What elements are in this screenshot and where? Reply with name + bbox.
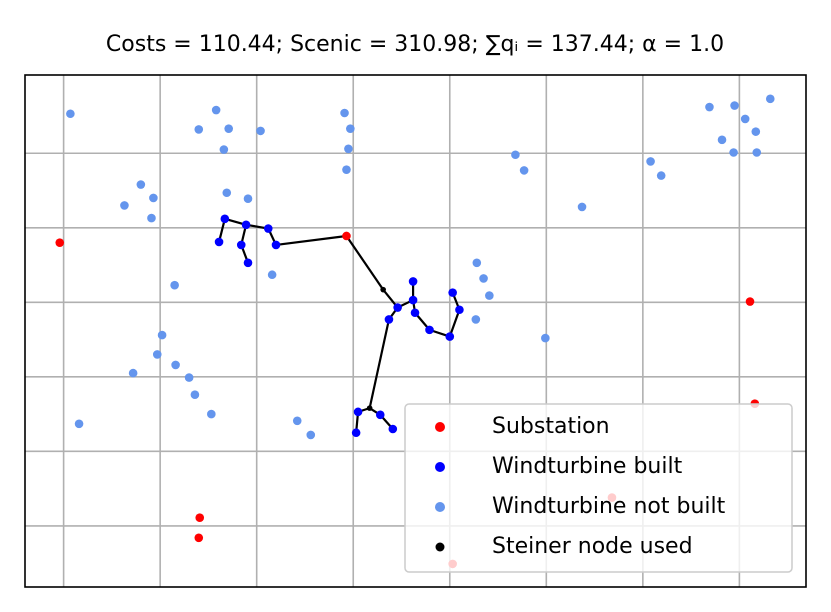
point — [729, 148, 738, 157]
point — [380, 286, 386, 293]
point — [751, 127, 761, 136]
point — [170, 280, 179, 290]
legend-label: Steiner node used — [492, 534, 693, 559]
point — [128, 368, 138, 378]
point — [479, 274, 488, 283]
point — [222, 188, 232, 198]
point — [656, 171, 666, 180]
legend-marker — [435, 462, 445, 472]
point — [236, 240, 246, 250]
point — [171, 360, 180, 370]
legend-label: Windturbine built — [492, 454, 683, 479]
point — [195, 513, 205, 522]
point — [194, 533, 204, 543]
point — [745, 297, 755, 306]
point — [353, 407, 363, 417]
point — [393, 303, 402, 312]
point — [157, 330, 167, 340]
point — [340, 108, 349, 118]
point — [408, 295, 418, 305]
edge — [368, 319, 391, 409]
chart-title: Costs = 110.44; Scenic = 310.98; ∑qᵢ = 1… — [106, 32, 724, 57]
point — [410, 308, 420, 318]
point — [211, 105, 221, 115]
point — [271, 240, 281, 250]
point — [66, 109, 75, 119]
point — [136, 180, 146, 189]
point — [220, 214, 230, 224]
point — [74, 419, 84, 429]
point — [224, 124, 233, 133]
legend-box — [404, 403, 793, 573]
point — [408, 277, 418, 286]
point — [194, 125, 204, 134]
point — [511, 150, 520, 160]
edge — [275, 234, 347, 247]
legend-label: Windturbine not built — [492, 494, 726, 519]
point — [472, 258, 482, 268]
point — [455, 305, 464, 315]
point — [765, 94, 775, 104]
legend-marker — [435, 542, 445, 552]
legend-marker — [435, 502, 445, 512]
point — [243, 194, 253, 204]
point — [752, 148, 762, 157]
point — [342, 231, 351, 241]
point — [425, 325, 434, 335]
point — [541, 333, 550, 343]
point — [445, 332, 455, 341]
point — [149, 193, 158, 203]
point — [351, 428, 361, 438]
point — [705, 102, 714, 112]
point — [519, 166, 529, 175]
point — [740, 114, 750, 124]
point — [263, 224, 273, 233]
point — [207, 409, 216, 419]
point — [388, 424, 398, 434]
point — [241, 220, 251, 230]
point — [306, 430, 316, 440]
legend-label: Substation — [492, 414, 610, 439]
point — [342, 165, 351, 174]
point — [577, 202, 587, 212]
point — [152, 350, 162, 359]
point — [485, 291, 494, 300]
point — [448, 288, 457, 297]
point — [344, 144, 353, 154]
point — [120, 201, 129, 210]
point — [346, 124, 355, 133]
point — [366, 405, 373, 411]
point — [730, 101, 739, 110]
point — [219, 145, 229, 154]
edge — [448, 309, 461, 337]
point — [375, 410, 385, 420]
point — [384, 315, 394, 324]
point — [147, 213, 156, 223]
point — [267, 270, 277, 280]
point — [184, 373, 194, 382]
point — [471, 315, 481, 324]
point — [717, 135, 727, 145]
point — [256, 126, 265, 136]
point — [190, 390, 200, 400]
legend-marker — [435, 422, 445, 432]
point — [646, 157, 655, 166]
point — [55, 238, 65, 247]
point — [292, 416, 302, 426]
point — [214, 237, 224, 247]
edge — [345, 235, 385, 291]
plot-frame — [24, 74, 807, 588]
point — [243, 258, 253, 268]
